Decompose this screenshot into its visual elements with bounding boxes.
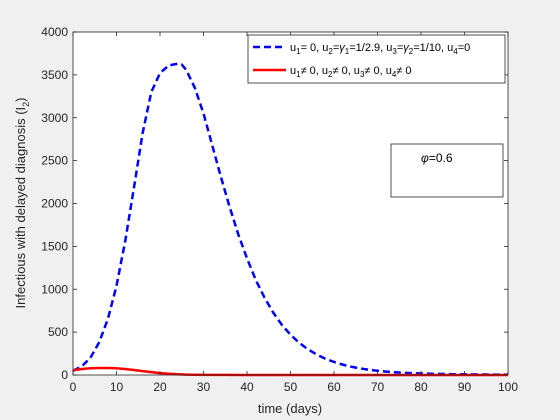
y-tick-label: 3500 <box>41 68 68 82</box>
y-tick-label: 3000 <box>41 111 68 125</box>
legend-entry-dashed: u1= 0, u2=γ1=1/2.9, u3=γ2=1/10, u4=0 <box>290 42 470 56</box>
phi-symbol: φ <box>421 151 429 165</box>
y-tick-label: 1000 <box>41 282 68 296</box>
y-tick-label: 4000 <box>41 25 68 39</box>
x-tick-label: 90 <box>458 380 472 394</box>
x-tick-label: 30 <box>197 380 211 394</box>
legend-entry-solid: u1≠ 0, u2≠ 0, u3≠ 0, u4≠ 0 <box>290 65 412 79</box>
x-tick-label: 20 <box>153 380 167 394</box>
x-tick-label: 70 <box>371 380 385 394</box>
legend: u1= 0, u2=γ1=1/2.9, u3=γ2=1/10, u4=0 u1≠… <box>247 34 506 84</box>
axis-ticks: 0 10 20 30 40 50 60 70 80 90 100050010001500200025… <box>41 25 518 394</box>
legend-box <box>247 34 506 84</box>
annotation-text: φ=0.6 <box>421 151 453 165</box>
plot-area <box>73 32 508 375</box>
y-tick-label: 0 <box>61 368 68 382</box>
annotation: φ=0.6 <box>390 143 504 198</box>
y-tick-label: 1500 <box>41 239 68 253</box>
x-tick-label: 0 <box>70 380 77 394</box>
x-tick-label: 50 <box>284 380 298 394</box>
x-axis-title: time (days) <box>258 401 322 416</box>
x-tick-label: 40 <box>240 380 254 394</box>
y-tick-label: 2000 <box>41 197 68 211</box>
x-tick-label: 80 <box>414 380 428 394</box>
x-tick-label: 60 <box>327 380 341 394</box>
x-tick-label: 100 <box>498 380 518 394</box>
y-axis-title-subscript: 2 <box>21 102 31 107</box>
y-tick-label: 500 <box>48 325 68 339</box>
y-tick-label: 2500 <box>41 154 68 168</box>
annotation-box <box>390 143 504 198</box>
x-tick-label: 10 <box>110 380 124 394</box>
series-line-dashed-blue <box>72 62 508 376</box>
y-axis-title: Infectious with delayed diagnosis (I2) <box>13 98 31 309</box>
